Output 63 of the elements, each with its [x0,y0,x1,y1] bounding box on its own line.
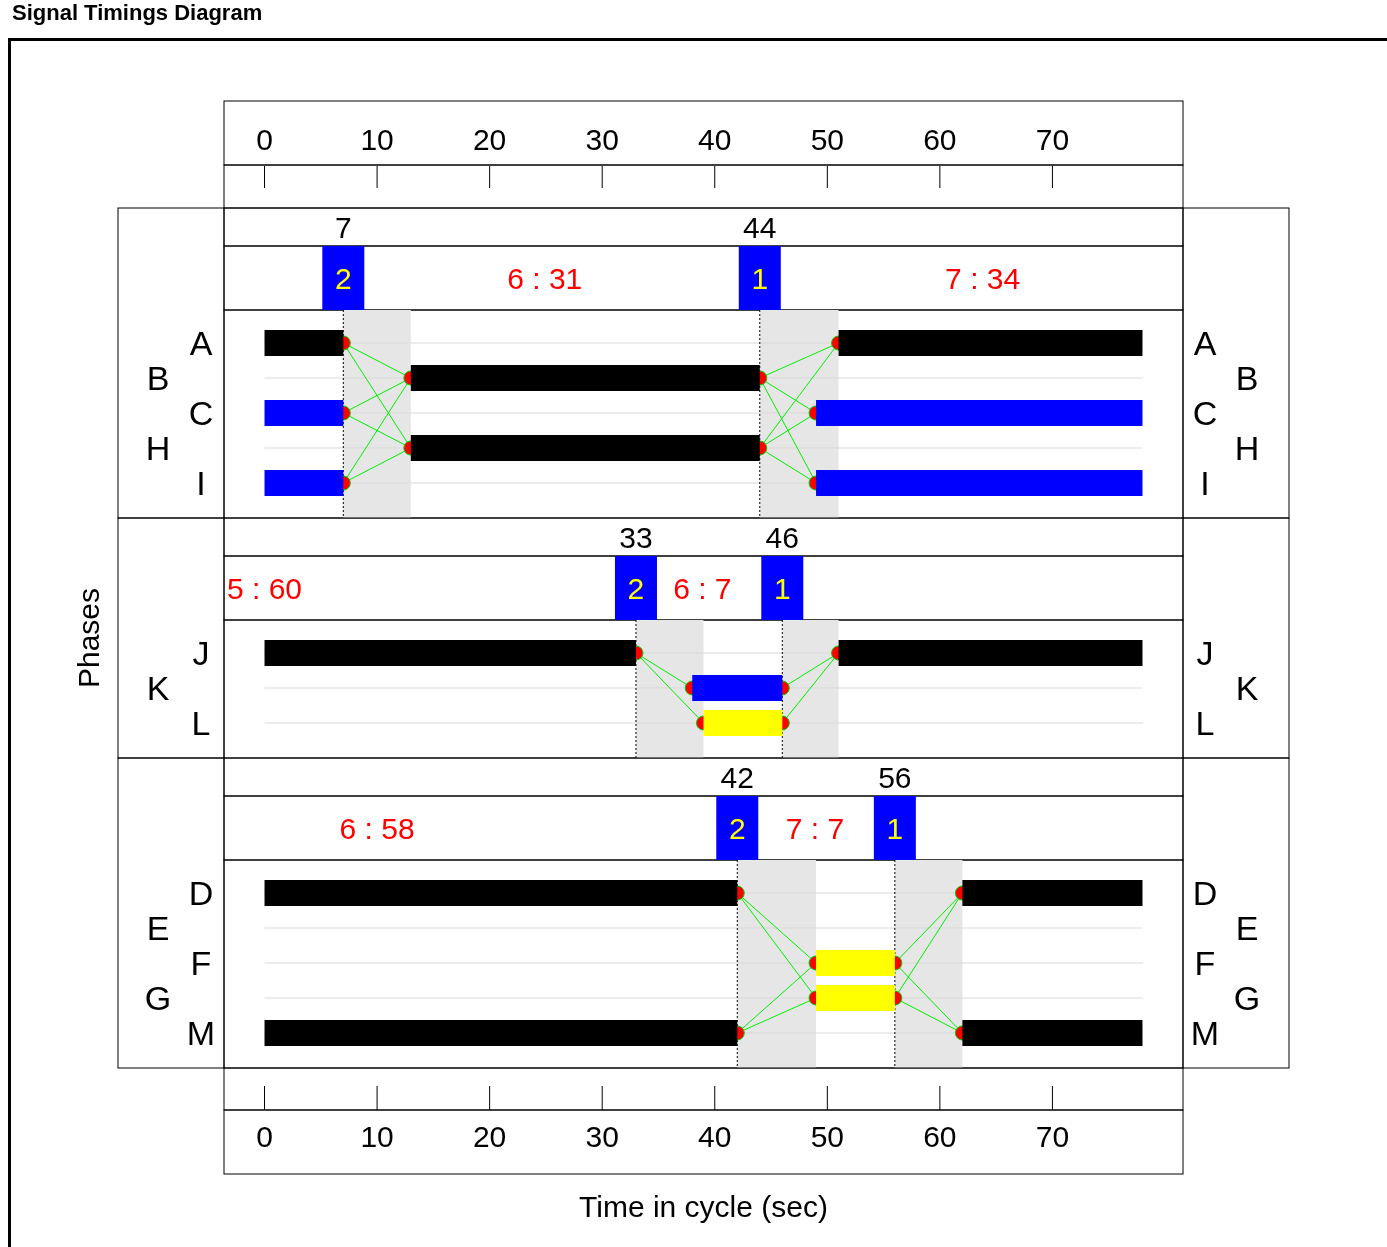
text: 6 : 58 [339,811,415,845]
x2-tick-label: 0 [256,122,273,156]
y-tick-label: G [144,979,172,1017]
y-tick-label: K [146,669,170,707]
text: 1 [751,261,769,295]
ref-line-label: 7 [334,210,352,244]
category-label: J [192,634,210,672]
x2-tick-label: 40 [698,122,732,156]
category-label: I [196,464,206,502]
category-label: C [188,394,214,432]
category-label: D [188,874,214,912]
y-tick-label: I [1200,464,1210,502]
category-label: M [186,1014,216,1052]
x-tick-label: 10 [360,1119,394,1153]
text: 7 : 7 [785,811,845,845]
y-tick-label: F [1194,944,1216,982]
category-label: L [191,704,211,742]
y-tick-label: D [1192,874,1218,912]
category-label: B [1235,359,1259,397]
y-tick-label: E [146,909,170,947]
text: 7 : 34 [945,261,1021,295]
ref-line-label: 44 [743,210,777,244]
text: 2 [728,811,746,845]
x2-tick-label: 30 [585,122,619,156]
x-axis-title: Time in cycle (sec) [579,1189,828,1223]
text: 5 : 60 [226,571,303,605]
text: 2 [334,261,352,295]
ref-line-label: 33 [619,520,653,554]
y-tick-label: M [1190,1014,1220,1052]
x-tick-label: 30 [585,1119,619,1153]
y-tick-label: J [1196,634,1214,672]
chart-title: Signal Timings Diagram [12,0,263,25]
text: 1 [773,571,791,605]
y-axis-title: Phases [71,587,105,689]
x2-tick-label: 20 [472,122,507,156]
x-tick-label: 0 [256,1119,273,1153]
category-label: F [190,944,212,982]
x2-tick-label: 70 [1035,122,1070,156]
text: 2 [627,571,645,605]
text: 1 [886,811,904,845]
text: 6 : 31 [507,261,583,295]
x-tick-label: 60 [923,1119,957,1153]
category-label: G [1233,979,1261,1017]
x-tick-label: 70 [1035,1119,1070,1153]
y-tick-label: H [145,429,171,467]
ref-line-label: 56 [878,760,912,794]
y-tick-label: C [1192,394,1218,432]
y-tick-label: A [1193,324,1217,362]
y-tick-label: L [1195,704,1215,742]
x-tick-label: 40 [698,1119,732,1153]
category-label: K [1235,669,1259,707]
ref-line-label: 46 [765,520,799,554]
category-label: A [189,324,213,362]
category-label: H [1234,429,1260,467]
ref-line-label: 42 [720,760,754,794]
x2-tick-label: 50 [810,122,844,156]
x-tick-label: 20 [472,1119,507,1153]
x-tick-label: 50 [810,1119,844,1153]
text: 6 : 7 [673,571,732,605]
x2-tick-label: 10 [360,122,394,156]
category-label: E [1235,909,1259,947]
x2-tick-label: 60 [923,122,957,156]
y-tick-label: B [146,359,170,397]
